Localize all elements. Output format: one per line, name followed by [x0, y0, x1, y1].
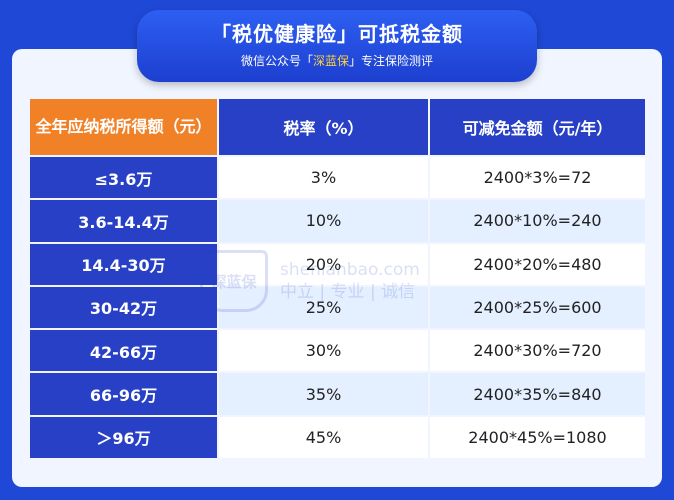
income-bracket-cell: ＞96万 — [30, 416, 217, 458]
table-header-row: 全年应纳税所得额（元） 税率（%） 可减免金额（元/年） — [30, 99, 645, 155]
table-row: ＞96万 45% 2400*45%=1080 — [30, 416, 645, 458]
tax-rate-cell: 3% — [219, 157, 428, 199]
header-tax-rate: 税率（%） — [219, 99, 428, 155]
banner-subtitle: 微信公众号「深蓝保」专注保险测评 — [137, 53, 537, 69]
subtitle-prefix: 微信公众号「 — [240, 54, 313, 68]
tax-rate-cell: 10% — [219, 200, 428, 242]
tax-rate-cell: 30% — [219, 330, 428, 372]
page-title: 「税优健康险」可抵税金额 — [211, 22, 463, 46]
subtitle-suffix: 」专注保险测评 — [349, 54, 434, 68]
income-bracket-cell: 3.6-14.4万 — [30, 200, 217, 242]
tax-rate-cell: 35% — [219, 373, 428, 415]
tax-rate-cell: 20% — [219, 243, 428, 285]
deduction-cell: 2400*3%=72 — [430, 157, 645, 199]
deduction-cell: 2400*10%=240 — [430, 200, 645, 242]
table-row: 14.4-30万 20% 2400*20%=480 — [30, 243, 645, 285]
income-bracket-cell: ≤3.6万 — [30, 157, 217, 199]
brand-name: 深蓝保 — [312, 54, 349, 68]
income-bracket-cell: 66-96万 — [30, 373, 217, 415]
header-deductible-amount: 可减免金额（元/年） — [430, 99, 645, 155]
tax-rate-cell: 25% — [219, 286, 428, 329]
tax-rate-cell: 45% — [219, 416, 428, 458]
table-row: 30-42万 25% 2400*25%=600 — [30, 286, 645, 329]
deduction-cell: 2400*45%=1080 — [430, 416, 645, 458]
table-row: 3.6-14.4万 10% 2400*10%=240 — [30, 200, 645, 242]
income-bracket-cell: 30-42万 — [30, 286, 217, 329]
tax-deduction-table: 全年应纳税所得额（元） 税率（%） 可减免金额（元/年） ≤3.6万 3% 24… — [28, 97, 647, 460]
table-row: 42-66万 30% 2400*30%=720 — [30, 330, 645, 372]
deduction-cell: 2400*20%=480 — [430, 243, 645, 285]
table-row: ≤3.6万 3% 2400*3%=72 — [30, 157, 645, 199]
deduction-cell: 2400*35%=840 — [430, 373, 645, 415]
table-row: 66-96万 35% 2400*35%=840 — [30, 373, 645, 415]
deduction-cell: 2400*30%=720 — [430, 330, 645, 372]
income-bracket-cell: 42-66万 — [30, 330, 217, 372]
title-banner: 「税优健康险」可抵税金额 微信公众号「深蓝保」专注保险测评 — [137, 10, 537, 82]
header-income-bracket: 全年应纳税所得额（元） — [30, 99, 217, 155]
deduction-cell: 2400*25%=600 — [430, 286, 645, 329]
income-bracket-cell: 14.4-30万 — [30, 243, 217, 285]
